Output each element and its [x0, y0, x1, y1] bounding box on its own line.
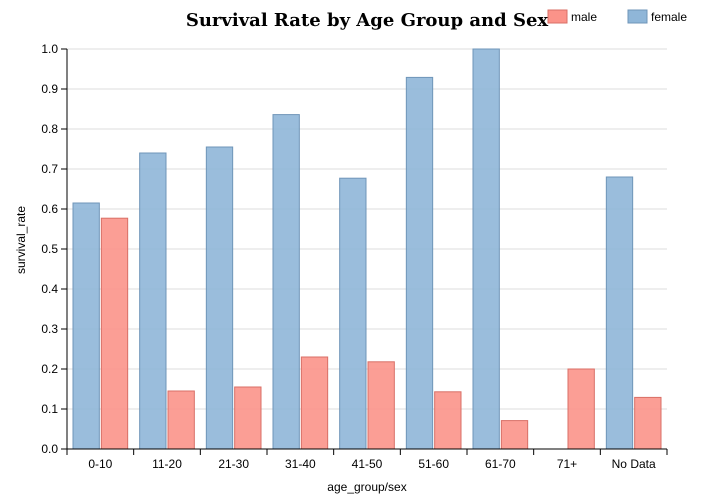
bar-male-11-20	[167, 390, 195, 450]
x-tick-label: 0-10	[88, 457, 112, 471]
bar-female-41-50	[339, 177, 367, 450]
x-tick-label: 71+	[557, 457, 577, 471]
x-tick-label: 21-30	[218, 457, 249, 471]
bar-male-41-50	[367, 361, 395, 450]
chart-title: Survival Rate by Age Group and Sex	[186, 10, 549, 31]
y-tick-label: 0.7	[41, 162, 58, 176]
grid-lines	[67, 48, 667, 410]
legend-label-female: female	[651, 10, 687, 24]
bar-female-31-40	[272, 114, 300, 450]
x-axis: 0-10 11-20 21-30 31-40 41-50 51-60 61-70 71+ No …	[66, 448, 668, 471]
bar-male-0-10	[100, 217, 129, 450]
x-tick-label: 31-40	[285, 457, 316, 471]
x-tick-label: 41-50	[352, 457, 383, 471]
y-tick-label: 1.0	[41, 42, 58, 56]
y-tick-label: 0.4	[41, 282, 58, 296]
y-tick-label: 0.6	[41, 202, 58, 216]
legend-swatch-male	[547, 9, 568, 24]
legend-label-male: male	[571, 10, 597, 24]
bar-male-31-40	[300, 356, 329, 450]
bar-female-no-data	[605, 176, 634, 450]
bar-female-11-20	[139, 152, 167, 450]
y-tick-label: 0.0	[41, 442, 58, 456]
bar-male-51-60	[434, 391, 462, 450]
x-tick-label: No Data	[612, 457, 656, 471]
x-tick-label: 51-60	[418, 457, 449, 471]
bar-female-21-30	[205, 146, 234, 450]
legend: male female	[547, 9, 687, 24]
y-axis: 0.0 0.1 0.2 0.3 0.4 0.5 0.6 0.7 0.8 0.9 1.0	[41, 42, 68, 456]
y-tick-label: 0.3	[41, 322, 58, 336]
bar-male-71+	[567, 368, 595, 450]
y-tick-label: 0.8	[41, 122, 58, 136]
x-tick-label: 61-70	[485, 457, 516, 471]
bar-male-61-70	[500, 420, 529, 450]
y-tick-label: 0.9	[41, 82, 58, 96]
y-tick-label: 0.2	[41, 362, 58, 376]
bar-male-21-30	[234, 386, 262, 450]
bar-female-51-60	[405, 76, 434, 450]
y-tick-label: 0.5	[41, 242, 58, 256]
y-tick-label: 0.1	[41, 402, 58, 416]
x-axis-label: age_group/sex	[327, 480, 406, 494]
legend-swatch-female	[627, 9, 648, 24]
bar-male-no-data	[634, 396, 662, 450]
bar-female-61-70	[472, 48, 500, 450]
y-axis-label: survival_rate	[14, 206, 28, 274]
bar-female-0-10	[72, 202, 100, 450]
x-tick-label: 11-20	[152, 457, 182, 471]
